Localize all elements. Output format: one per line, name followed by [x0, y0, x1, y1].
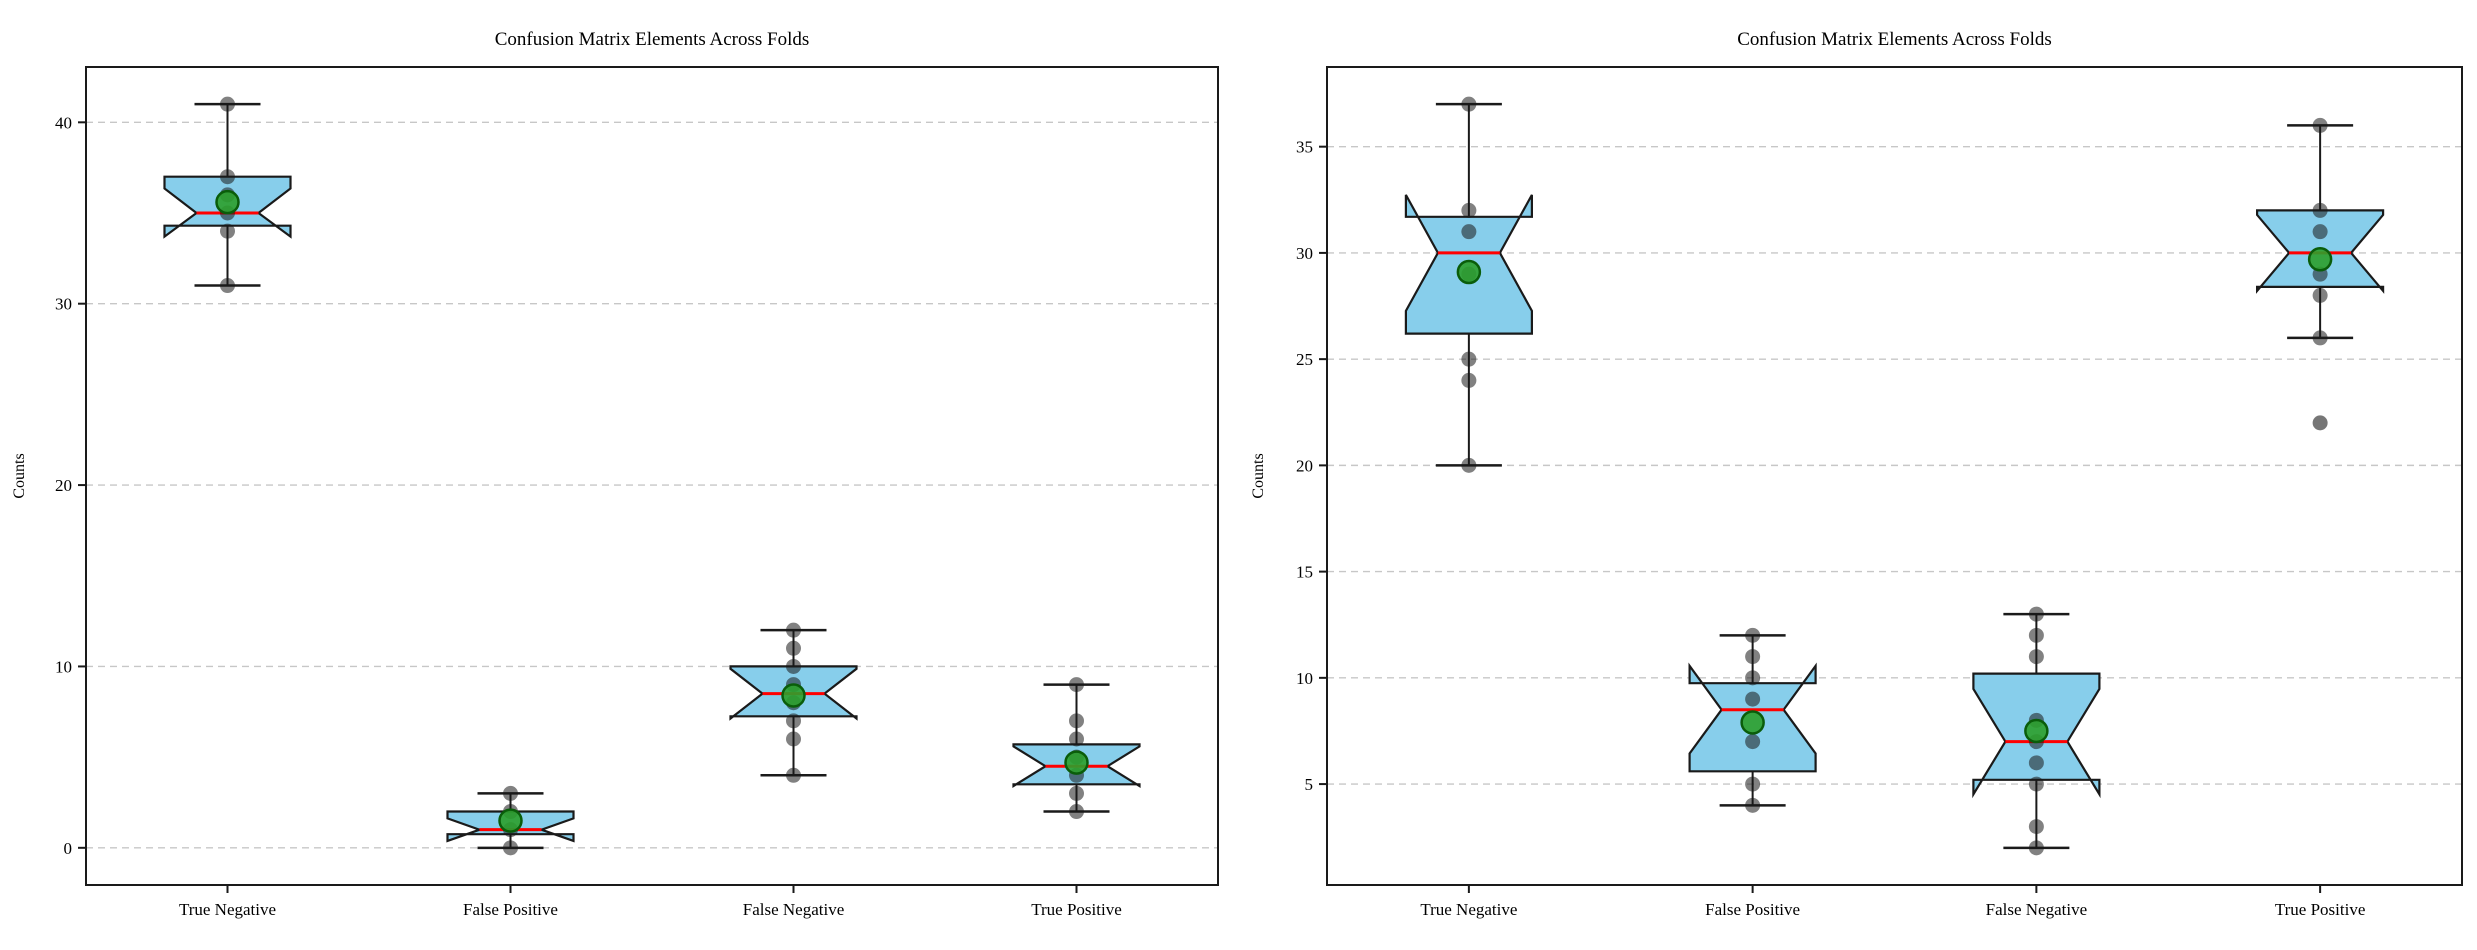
- x-tick-label-false-positive: False Positive: [463, 900, 558, 919]
- plot-frame: [1326, 66, 2463, 886]
- y-tick-label: 20: [55, 476, 72, 495]
- outlier-point: [2312, 415, 2328, 431]
- left-boxplot-chart: Confusion Matrix Elements Across Folds Co…: [11, 29, 1219, 919]
- y-tick-label: 0: [64, 839, 73, 858]
- fold-point: [1461, 202, 1477, 218]
- fold-point: [2028, 649, 2044, 665]
- mean-marker: [215, 189, 240, 215]
- x-tick-label-true-negative: True Negative: [179, 900, 276, 919]
- fold-point: [1461, 372, 1477, 388]
- x-tick-label-true-negative: True Negative: [1420, 900, 1517, 919]
- box-true-negative: [1404, 96, 1533, 473]
- fold-point: [786, 640, 801, 656]
- y-tick-label: 15: [1296, 563, 1313, 582]
- fold-point: [786, 731, 801, 747]
- fold-point: [1745, 649, 1761, 665]
- mean-marker: [1064, 750, 1089, 775]
- x-tick-label-false-negative: False Negative: [1986, 900, 2088, 919]
- fold-point: [1745, 734, 1761, 750]
- mean-marker: [781, 683, 806, 708]
- box-false-negative: [1972, 606, 2101, 856]
- y-tick-label: 40: [55, 113, 72, 132]
- fold-point: [503, 840, 518, 856]
- mean-marker: [2307, 247, 2333, 272]
- fold-point: [2312, 224, 2328, 240]
- fold-point: [786, 713, 801, 729]
- fold-point: [2028, 819, 2044, 835]
- mean-marker: [2024, 718, 2049, 744]
- fold-point: [2028, 755, 2044, 771]
- right-boxplot-chart: Confusion Matrix Elements Across Folds Co…: [1250, 29, 2463, 919]
- x-tick-label-true-positive: True Positive: [2275, 900, 2366, 919]
- chart-title: Confusion Matrix Elements Across Folds: [495, 29, 810, 50]
- box-false-positive: [1688, 627, 1817, 813]
- y-tick-label: 20: [1296, 456, 1313, 475]
- x-tick-label-false-positive: False Positive: [1705, 900, 1800, 919]
- y-axis-label: Counts: [1250, 453, 1267, 498]
- fold-point: [2028, 776, 2044, 792]
- fold-point: [220, 96, 235, 112]
- fold-point: [2028, 606, 2044, 622]
- y-tick-label: 10: [55, 657, 72, 676]
- y-tick-label: 25: [1296, 350, 1313, 369]
- mean-marker: [1456, 259, 1482, 285]
- fold-point: [1745, 776, 1761, 792]
- fold-point: [1069, 731, 1084, 747]
- mean-marker: [498, 808, 523, 833]
- y-tick-label: 30: [55, 295, 72, 314]
- mean-marker: [1740, 710, 1765, 735]
- x-tick-label-true-positive: True Positive: [1031, 900, 1122, 919]
- fold-point: [1069, 713, 1084, 729]
- y-axis-label: Counts: [11, 453, 28, 498]
- box-true-negative: [163, 96, 292, 294]
- fold-point: [1745, 627, 1761, 643]
- fold-point: [1069, 785, 1084, 801]
- fold-point: [1745, 797, 1761, 813]
- fold-point: [1461, 351, 1477, 367]
- fold-point: [2312, 117, 2328, 133]
- fold-point: [220, 223, 235, 239]
- x-tick-label-false-negative: False Negative: [743, 900, 845, 919]
- fold-point: [503, 785, 518, 801]
- fold-point: [2028, 840, 2044, 856]
- chart-title: Confusion Matrix Elements Across Folds: [1737, 29, 2052, 50]
- fold-point: [1069, 804, 1084, 820]
- y-tick-label: 5: [1305, 775, 1314, 794]
- fold-point: [1461, 457, 1477, 473]
- fold-point: [1745, 691, 1761, 707]
- fold-point: [1069, 677, 1084, 693]
- plot-frame: [85, 66, 1219, 886]
- fold-point: [2028, 627, 2044, 643]
- fold-point: [1461, 224, 1477, 240]
- y-tick-label: 35: [1296, 138, 1313, 157]
- y-tick-label: 10: [1296, 669, 1313, 688]
- fold-point: [1461, 96, 1477, 112]
- fold-point: [786, 622, 801, 638]
- fold-point: [2312, 287, 2328, 303]
- y-tick-label: 30: [1296, 244, 1313, 263]
- box-true-positive: [1012, 677, 1141, 820]
- fold-point: [220, 169, 235, 185]
- fold-point: [2312, 330, 2328, 346]
- box-true-positive: [2255, 117, 2385, 431]
- fold-point: [2312, 202, 2328, 218]
- fold-point: [786, 658, 801, 674]
- box-false-negative: [729, 622, 858, 783]
- box-false-positive: [446, 785, 575, 856]
- fold-point: [786, 767, 801, 783]
- fold-point: [1745, 670, 1761, 686]
- fold-point: [220, 278, 235, 294]
